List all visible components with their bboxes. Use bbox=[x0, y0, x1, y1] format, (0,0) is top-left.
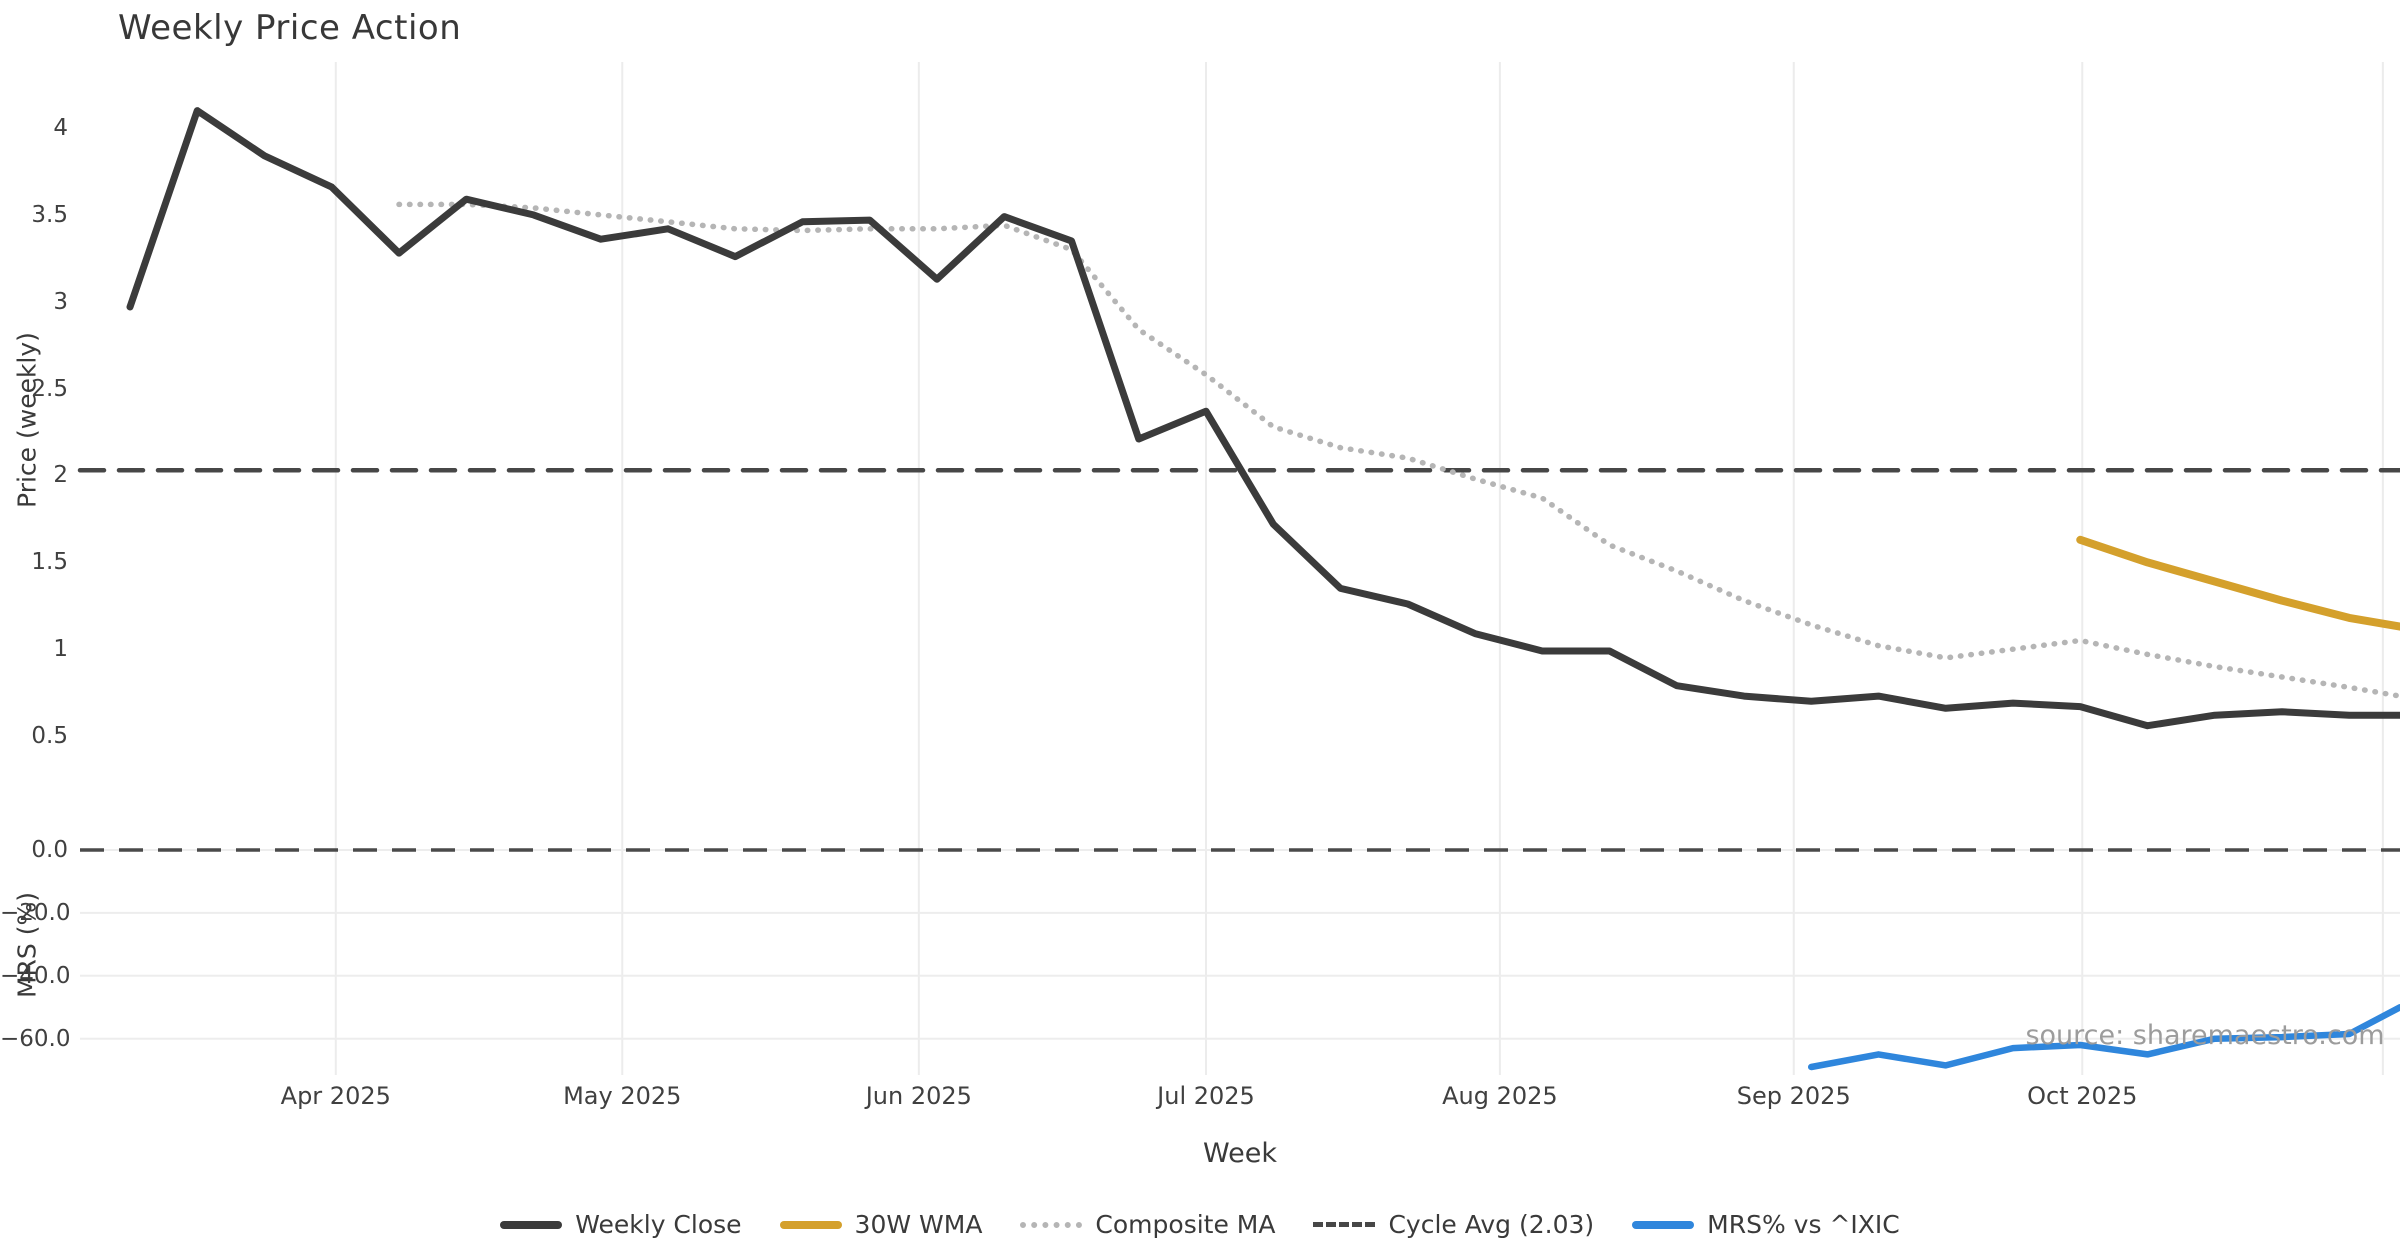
legend-label-30w-wma: 30W WMA bbox=[854, 1210, 983, 1239]
x-axis-title: Week bbox=[1203, 1138, 1277, 1169]
legend: Weekly Close 30W WMA Composite MA Cycle Avg… bbox=[0, 1210, 2400, 1239]
month-label-sep-2025: Sep 2025 bbox=[1736, 1082, 1851, 1110]
month-label-jun-2025: Jun 2025 bbox=[865, 1082, 972, 1110]
mrs-tick-label-1: −20.0 bbox=[0, 899, 71, 926]
legend-swatch-weekly-close-solid-line-icon bbox=[500, 1220, 563, 1229]
legend-label-mrs-vs-ixic: MRS% vs ^IXIC bbox=[1707, 1210, 1900, 1239]
price-tick-label-2: 2 bbox=[53, 462, 68, 489]
month-label-apr-2025: Apr 2025 bbox=[280, 1082, 391, 1110]
price-tick-label-3: 3 bbox=[53, 288, 68, 315]
month-label-may-2025: May 2025 bbox=[563, 1082, 682, 1110]
series-composite-ma-line bbox=[396, 201, 2400, 699]
legend-item-30w-wma[interactable]: 30W WMA bbox=[779, 1210, 983, 1239]
price-tick-label-2-5: 2.5 bbox=[31, 375, 68, 402]
legend-swatch-30w-wma-solid-line-icon bbox=[779, 1220, 842, 1229]
price-tick-label-1-5: 1.5 bbox=[31, 549, 68, 576]
series-30w-wma-line bbox=[2076, 535, 2400, 631]
series-mrs-vs-ixic-line bbox=[1808, 1004, 2400, 1071]
legend-label-composite-ma: Composite MA bbox=[1095, 1210, 1276, 1239]
legend-item-cycle-avg-2-03[interactable]: Cycle Avg (2.03) bbox=[1313, 1210, 1594, 1239]
mrs-tick-label-0: 0.0 bbox=[31, 837, 68, 863]
legend-item-composite-ma[interactable]: Composite MA bbox=[1020, 1210, 1275, 1239]
month-label-oct-2025: Oct 2025 bbox=[2027, 1082, 2138, 1110]
legend-swatch-mrs-vs-ixic-solid-line-icon bbox=[1632, 1220, 1695, 1229]
legend-item-weekly-close[interactable]: Weekly Close bbox=[500, 1210, 742, 1239]
month-label-aug-2025: Aug 2025 bbox=[1442, 1082, 1558, 1110]
legend-swatch-composite-ma-dotted-line-icon bbox=[1020, 1221, 1083, 1228]
price-tick-label-3-5: 3.5 bbox=[31, 201, 68, 228]
source-watermark: source: sharemaestro.com bbox=[2025, 1020, 2385, 1051]
price-tick-label-4: 4 bbox=[53, 115, 68, 141]
mrs-tick-label-2: −40.0 bbox=[0, 962, 71, 989]
chart-title: Weekly Price Action bbox=[118, 8, 462, 48]
price-tick-label-1: 1 bbox=[53, 636, 68, 663]
series-weekly-close-line bbox=[126, 107, 2400, 730]
legend-item-mrs-vs-ixic[interactable]: MRS% vs ^IXIC bbox=[1632, 1210, 1900, 1239]
legend-swatch-cycle-avg-2-03-dashed-line-icon bbox=[1313, 1222, 1376, 1227]
month-label-jul-2025: Jul 2025 bbox=[1157, 1082, 1255, 1110]
mrs-tick-label-3: −60.0 bbox=[0, 1025, 71, 1052]
legend-label-weekly-close: Weekly Close bbox=[575, 1210, 742, 1239]
legend-label-cycle-avg-2-03: Cycle Avg (2.03) bbox=[1388, 1210, 1595, 1239]
price-tick-label-0-5: 0.5 bbox=[31, 723, 68, 750]
